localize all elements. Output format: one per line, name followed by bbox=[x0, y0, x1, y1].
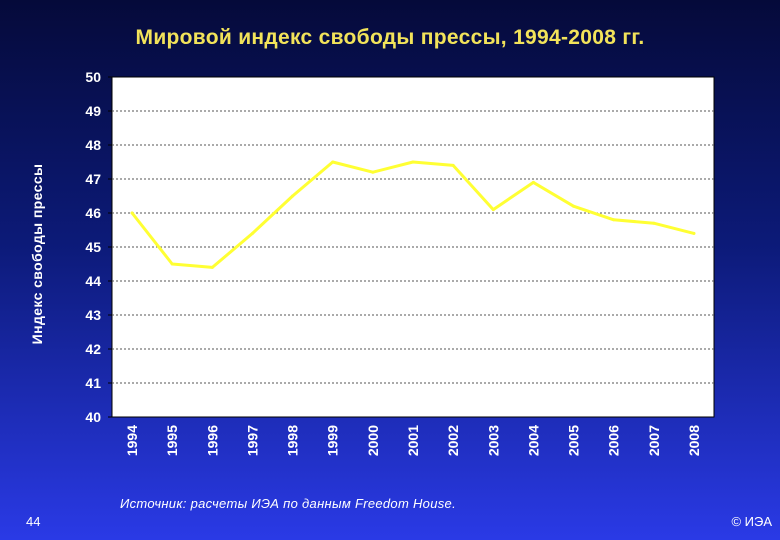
x-tick-label: 2000 bbox=[365, 425, 381, 456]
x-tick-label: 2003 bbox=[485, 425, 501, 456]
x-tick-label: 1997 bbox=[244, 425, 260, 456]
x-tick-label: 1999 bbox=[325, 425, 341, 456]
y-tick-label: 44 bbox=[85, 273, 101, 289]
y-tick-label: 49 bbox=[85, 103, 101, 119]
y-tick-label: 41 bbox=[85, 375, 101, 391]
data-point bbox=[371, 170, 375, 174]
data-point bbox=[531, 180, 535, 184]
data-point bbox=[170, 262, 174, 266]
copyright: © ИЭА bbox=[731, 514, 772, 529]
x-tick-label: 2004 bbox=[525, 425, 541, 456]
data-point bbox=[652, 221, 656, 225]
x-tick-label: 2005 bbox=[566, 425, 582, 456]
data-point bbox=[692, 231, 696, 235]
y-tick-label: 40 bbox=[85, 409, 101, 425]
data-point bbox=[210, 265, 214, 269]
y-tick-labels: 40 41 42 43 44 45 46 47 48 49 50 bbox=[85, 69, 101, 425]
y-tick-label: 42 bbox=[85, 341, 101, 357]
y-tick-label: 47 bbox=[85, 171, 101, 187]
data-point bbox=[451, 163, 455, 167]
x-tick-label: 2007 bbox=[646, 425, 662, 456]
x-tick-label: 2008 bbox=[686, 425, 702, 456]
y-tick-label: 45 bbox=[85, 239, 101, 255]
x-tick-labels: 1994 1995 1996 1997 1998 1999 2000 2001 2002 2003… bbox=[124, 425, 702, 456]
data-point bbox=[291, 194, 295, 198]
y-tick-label: 50 bbox=[85, 69, 101, 85]
x-tick-label: 2006 bbox=[606, 425, 622, 456]
data-point bbox=[491, 208, 495, 212]
page-number: 44 bbox=[26, 514, 41, 529]
data-point bbox=[250, 231, 254, 235]
x-tick-label: 2002 bbox=[445, 425, 461, 456]
gridlines bbox=[108, 76, 714, 418]
data-point bbox=[612, 218, 616, 222]
series-group bbox=[130, 160, 696, 269]
x-tick-label: 1994 bbox=[124, 425, 140, 456]
data-point bbox=[572, 204, 576, 208]
x-tick-label: 1998 bbox=[285, 425, 301, 456]
chart-title: Мировой индекс свободы прессы, 1994-2008… bbox=[135, 26, 645, 49]
x-tick-label: 1996 bbox=[204, 425, 220, 456]
data-point bbox=[331, 160, 335, 164]
data-point bbox=[411, 160, 415, 164]
source-note: Источник: расчеты ИЭА по данным Freedom … bbox=[120, 496, 456, 511]
x-tick-label: 1995 bbox=[164, 425, 180, 456]
y-tick-label: 48 bbox=[85, 137, 101, 153]
y-tick-label: 43 bbox=[85, 307, 101, 323]
data-point bbox=[130, 211, 134, 215]
y-tick-label: 46 bbox=[85, 205, 101, 221]
x-tick-label: 2001 bbox=[405, 425, 421, 456]
